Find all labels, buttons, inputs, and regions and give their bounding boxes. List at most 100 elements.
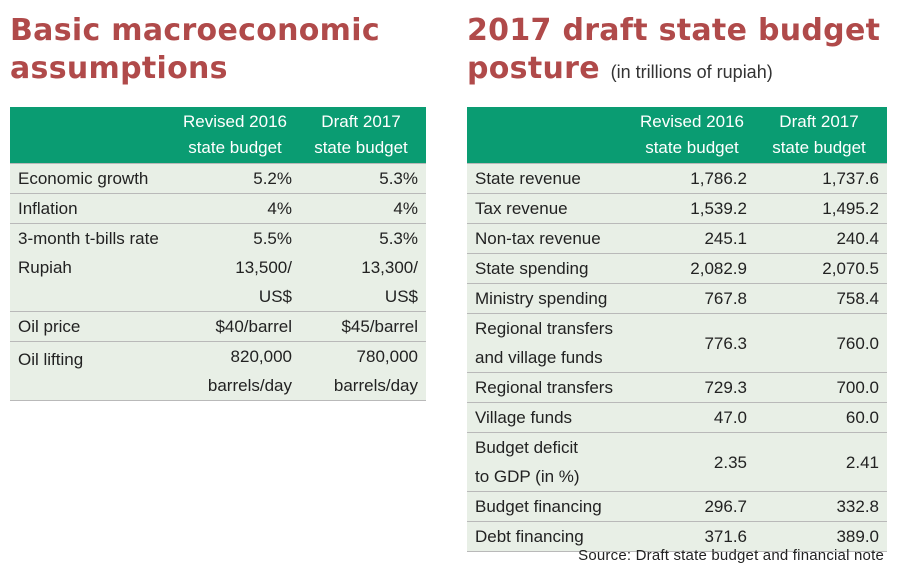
row-label: Inflation bbox=[10, 193, 174, 224]
table-row: State revenue 1,786.2 1,737.6 bbox=[467, 163, 887, 194]
row-label-line: Budget deficit bbox=[475, 438, 579, 457]
row-label-line: and village funds bbox=[475, 348, 603, 367]
posture-title-line2-wrap: posture (in trillions of rupiah) bbox=[467, 50, 887, 91]
row-draft2017: 4% bbox=[300, 193, 426, 224]
row-rev2016: 2,082.9 bbox=[633, 253, 755, 284]
row-label: Village funds bbox=[467, 402, 633, 433]
row-rev2016: 5.2% bbox=[174, 163, 300, 194]
row-draft2017-l1: 780,000 bbox=[356, 347, 418, 366]
row-rev2016: 371.6 bbox=[633, 521, 755, 552]
row-draft2017-l2: US$ bbox=[384, 287, 418, 306]
row-draft2017: 2.41 bbox=[755, 432, 887, 492]
row-rev2016: 767.8 bbox=[633, 283, 755, 314]
table-row: Debt financing 371.6 389.0 bbox=[467, 521, 887, 552]
row-label-line: Non-tax revenue bbox=[475, 229, 601, 248]
row-label-line: to GDP (in %) bbox=[475, 467, 580, 486]
row-rev2016: 5.5% bbox=[174, 223, 300, 253]
macro-title-line1: Basic macroeconomic bbox=[10, 13, 380, 48]
macro-table-header: Revised 2016 state budget Draft 2017 sta… bbox=[10, 107, 426, 164]
row-draft2017: 700.0 bbox=[755, 372, 887, 403]
row-rev2016: 1,539.2 bbox=[633, 193, 755, 224]
source-note: Source: Draft state budget and financial… bbox=[578, 547, 884, 564]
row-draft2017: 758.4 bbox=[755, 283, 887, 314]
row-label: Economic growth bbox=[10, 163, 174, 194]
row-draft2017: 5.3% bbox=[300, 163, 426, 194]
macro-header-label bbox=[10, 107, 174, 164]
row-label: Debt financing bbox=[467, 521, 633, 552]
posture-table-header: Revised 2016 state budget Draft 2017 sta… bbox=[467, 107, 887, 164]
row-draft2017: 389.0 bbox=[755, 521, 887, 552]
macro-title: Basic macroeconomic assumptions bbox=[10, 12, 426, 88]
posture-header-rev2016: Revised 2016 state budget bbox=[633, 107, 755, 164]
table-row: Inflation 4% 4% bbox=[10, 193, 426, 224]
table-row: Ministry spending 767.8 758.4 bbox=[467, 283, 887, 314]
table-row: 3-month t-bills rate 5.5% 5.3% bbox=[10, 223, 426, 253]
row-label-line: Debt financing bbox=[475, 527, 584, 546]
table-row: Budget deficit to GDP (in %) 2.35 2.41 bbox=[467, 432, 887, 492]
table-row: Regional transfers and village funds 776.3… bbox=[467, 313, 887, 373]
row-label: Budget financing bbox=[467, 491, 633, 522]
macro-header-draft2017: Draft 2017 state budget bbox=[300, 107, 426, 164]
row-label: Rupiah bbox=[10, 253, 174, 312]
macro-header-rev2016-l1: Revised 2016 bbox=[183, 112, 287, 131]
row-rev2016: 296.7 bbox=[633, 491, 755, 522]
row-rev2016: $40/barrel bbox=[174, 311, 300, 342]
row-label-line: Budget financing bbox=[475, 497, 602, 516]
row-draft2017-l1: 13,300/ bbox=[361, 258, 418, 277]
row-draft2017: 2,070.5 bbox=[755, 253, 887, 284]
row-rev2016-l1: 820,000 bbox=[230, 347, 292, 366]
table-row: Budget financing 296.7 332.8 bbox=[467, 491, 887, 522]
budget-posture-panel: 2017 draft state budget posture (in tril… bbox=[467, 0, 887, 552]
row-rev2016: 245.1 bbox=[633, 223, 755, 254]
row-draft2017: 780,000 barrels/day bbox=[300, 341, 426, 401]
macro-header-rev2016-l2: state budget bbox=[188, 138, 282, 157]
row-rev2016: 820,000 barrels/day bbox=[174, 341, 300, 401]
row-label: 3-month t-bills rate bbox=[10, 223, 174, 253]
row-label: Regional transfers and village funds bbox=[467, 313, 633, 373]
posture-header-rev2016-l2: state budget bbox=[645, 138, 739, 157]
row-label-line: Ministry spending bbox=[475, 289, 608, 308]
row-label: Tax revenue bbox=[467, 193, 633, 224]
row-rev2016: 13,500/ US$ bbox=[174, 253, 300, 312]
row-label-line: Regional transfers bbox=[475, 378, 613, 397]
table-row: Economic growth 5.2% 5.3% bbox=[10, 163, 426, 194]
posture-header-rev2016-l1: Revised 2016 bbox=[640, 112, 744, 131]
row-rev2016: 4% bbox=[174, 193, 300, 224]
posture-title-line1: 2017 draft state budget bbox=[467, 13, 881, 48]
row-draft2017: 1,737.6 bbox=[755, 163, 887, 194]
row-rev2016-l2: US$ bbox=[258, 287, 292, 306]
table-row: Village funds 47.0 60.0 bbox=[467, 402, 887, 433]
posture-subtitle: (in trillions of rupiah) bbox=[610, 62, 773, 82]
macro-title-line2: assumptions bbox=[10, 51, 228, 86]
row-label: State spending bbox=[467, 253, 633, 284]
row-rev2016: 2.35 bbox=[633, 432, 755, 492]
row-label: Regional transfers bbox=[467, 372, 633, 403]
table-row: Regional transfers 729.3 700.0 bbox=[467, 372, 887, 403]
row-draft2017-l2: barrels/day bbox=[333, 376, 418, 395]
posture-header-draft2017-l2: state budget bbox=[772, 138, 866, 157]
row-draft2017: 332.8 bbox=[755, 491, 887, 522]
row-draft2017: 1,495.2 bbox=[755, 193, 887, 224]
macro-assumptions-panel: Basic macroeconomic assumptions Revised … bbox=[10, 0, 426, 401]
row-draft2017: 240.4 bbox=[755, 223, 887, 254]
table-row: State spending 2,082.9 2,070.5 bbox=[467, 253, 887, 284]
macro-table-body: Economic growth 5.2% 5.3% Inflation 4% 4… bbox=[10, 163, 426, 401]
row-label-line: Tax revenue bbox=[475, 199, 568, 218]
row-rev2016-l2: barrels/day bbox=[207, 376, 292, 395]
posture-table-wrap: Revised 2016 state budget Draft 2017 sta… bbox=[467, 107, 887, 552]
row-label: Oil price bbox=[10, 311, 174, 342]
row-label: State revenue bbox=[467, 163, 633, 194]
row-rev2016: 729.3 bbox=[633, 372, 755, 403]
row-label-line: State spending bbox=[475, 259, 589, 278]
posture-title-line2: posture bbox=[467, 51, 600, 86]
posture-table-body: State revenue 1,786.2 1,737.6 Tax revenue 1,… bbox=[467, 163, 887, 552]
macro-header-rev2016: Revised 2016 state budget bbox=[174, 107, 300, 164]
row-label: Budget deficit to GDP (in %) bbox=[467, 432, 633, 492]
row-label-line: State revenue bbox=[475, 169, 581, 188]
row-draft2017: $45/barrel bbox=[300, 311, 426, 342]
table-row: Oil price $40/barrel $45/barrel bbox=[10, 311, 426, 342]
row-draft2017: 13,300/ US$ bbox=[300, 253, 426, 312]
posture-header-label bbox=[467, 107, 633, 164]
row-draft2017: 60.0 bbox=[755, 402, 887, 433]
table-row: Non-tax revenue 245.1 240.4 bbox=[467, 223, 887, 254]
